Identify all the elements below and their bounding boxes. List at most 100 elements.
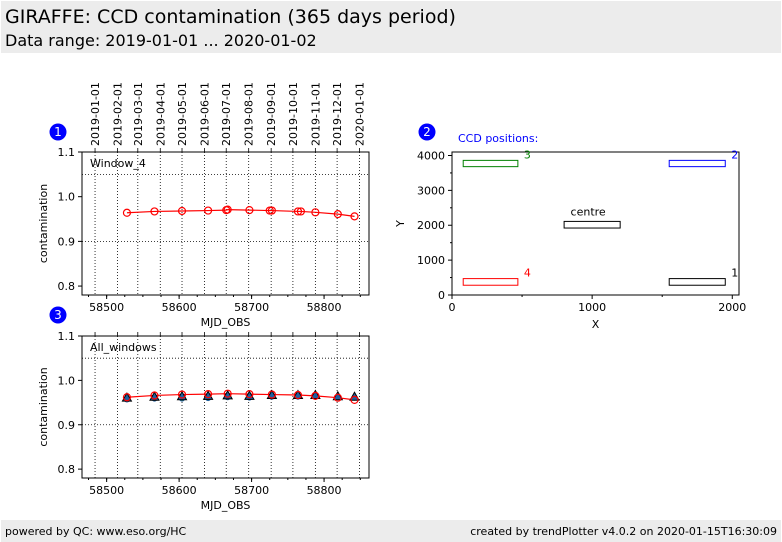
ccd-window-4 — [462, 278, 519, 286]
data-point-circle — [223, 389, 232, 398]
panel-label: All_windows — [90, 341, 157, 354]
x-tick-label: 0 — [449, 301, 456, 314]
y-tick-label: 1.0 — [58, 374, 76, 387]
y-tick-label: 0.9 — [58, 419, 76, 432]
ccd-window-1 — [668, 278, 726, 286]
y-axis-label: contamination — [37, 367, 50, 446]
ccd-window-label: 1 — [731, 267, 738, 280]
y-tick-label: 1.1 — [58, 330, 76, 343]
panel-label: Window_4 — [90, 157, 146, 170]
top-date-label: 2019-03-01 — [132, 82, 145, 146]
x-tick-label: 58800 — [307, 301, 342, 314]
y-tick-label: 0.9 — [58, 235, 76, 248]
plot-frame — [81, 335, 370, 479]
data-point-circle — [311, 208, 320, 217]
plot-frame — [81, 151, 370, 296]
x-axis-label: MJD_OBS — [201, 316, 251, 329]
data-point-circle — [150, 391, 159, 400]
top-date-label: 2019-07-01 — [220, 82, 233, 146]
ccd-positions-title: CCD positions: — [458, 132, 538, 145]
top-date-label: 2019-05-01 — [176, 82, 189, 146]
x-tick-label: 58800 — [307, 484, 342, 497]
top-date-label: 2019-06-01 — [198, 82, 211, 146]
y-tick-label: 0 — [438, 289, 445, 302]
data-point-triangle — [332, 390, 344, 401]
series-line — [126, 393, 355, 401]
x-tick-label: 58500 — [89, 301, 124, 314]
top-date-label: 2020-01-01 — [354, 82, 367, 146]
ccd-window-label: centre — [571, 205, 606, 218]
data-point-circle — [296, 207, 305, 216]
ccd-window-label: 4 — [524, 267, 531, 280]
y-tick-label: 3000 — [417, 184, 445, 197]
y-tick-label: 2000 — [417, 219, 445, 232]
y-tick-label: 1.0 — [58, 191, 76, 204]
panel-number-badge — [418, 123, 436, 141]
data-point-circle — [333, 210, 342, 219]
data-point-circle — [333, 393, 342, 402]
data-point-circle — [150, 207, 159, 216]
data-point-circle — [293, 207, 303, 216]
panel-number-label: 2 — [423, 125, 431, 139]
ccd-window-label: 3 — [524, 148, 531, 161]
ccd-window-2 — [668, 159, 726, 168]
x-tick-label: 58600 — [162, 484, 197, 497]
y-tick-label: 1000 — [417, 254, 445, 267]
top-date-label: 2019-10-01 — [287, 82, 300, 146]
header-bar: GIRAFFE: CCD contamination (365 days per… — [1, 1, 781, 53]
panel-number-badge — [49, 123, 67, 141]
data-point-circle — [177, 390, 187, 399]
data-point-circle — [293, 390, 303, 400]
data-point-circle — [265, 206, 274, 215]
data-point-circle — [350, 395, 359, 404]
ccd-window-centre — [563, 220, 621, 229]
data-point-circle — [177, 206, 187, 216]
series-line — [126, 209, 355, 217]
x-axis-label: X — [592, 318, 600, 331]
top-date-label: 2019-01-01 — [89, 82, 102, 146]
panel-number-label: 1 — [54, 125, 62, 139]
top-date-label: 2019-09-01 — [265, 82, 278, 146]
x-tick-label: 58700 — [234, 301, 269, 314]
footer-created-by: created by trendPlotter v4.0.2 on 2020-0… — [470, 525, 777, 538]
top-date-label: 2019-02-01 — [112, 82, 125, 146]
ccd-window-3 — [462, 159, 519, 168]
x-tick-label: 58500 — [89, 484, 124, 497]
plot-frame — [451, 151, 740, 296]
top-date-label: 2019-04-01 — [154, 82, 167, 146]
data-point-triangle — [310, 389, 321, 399]
data-point-circle — [122, 393, 132, 402]
x-tick-label: 1000 — [578, 301, 606, 314]
x-tick-label: 58700 — [234, 484, 269, 497]
data-point-circle — [245, 205, 254, 215]
x-tick-label: 2000 — [718, 301, 746, 314]
y-axis-label: Y — [394, 220, 407, 228]
data-point-circle — [223, 205, 232, 214]
y-tick-label: 0.8 — [58, 463, 76, 476]
footer-powered-by: powered by QC: www.eso.org/HC — [5, 525, 187, 538]
data-range-subtitle: Data range: 2019-01-01 ... 2020-01-02 — [5, 31, 317, 50]
data-point-circle — [267, 206, 276, 215]
data-point-circle — [122, 208, 132, 217]
panel-number-label: 3 — [54, 308, 62, 322]
ccd-window-label: 2 — [731, 148, 738, 161]
footer-bar: powered by QC: www.eso.org/HC created by… — [1, 520, 781, 542]
top-date-label: 2019-11-01 — [309, 82, 322, 146]
y-axis-label: contamination — [37, 184, 50, 263]
data-point-circle — [245, 390, 254, 399]
y-tick-label: 4000 — [417, 149, 445, 162]
x-axis-label: MJD_OBS — [201, 499, 251, 512]
top-date-label: 2019-08-01 — [243, 82, 256, 146]
data-point-circle — [350, 212, 359, 221]
x-tick-label: 58600 — [162, 301, 197, 314]
data-point-circle — [204, 390, 213, 399]
data-point-circle — [311, 391, 320, 401]
panel-number-badge — [49, 306, 67, 324]
data-point-circle — [204, 206, 213, 215]
top-date-label: 2019-12-01 — [331, 82, 344, 146]
page-title: GIRAFFE: CCD contamination (365 days per… — [5, 6, 456, 28]
y-tick-label: 1.1 — [58, 146, 76, 159]
data-point-circle — [267, 390, 276, 399]
y-tick-label: 0.8 — [58, 280, 76, 293]
